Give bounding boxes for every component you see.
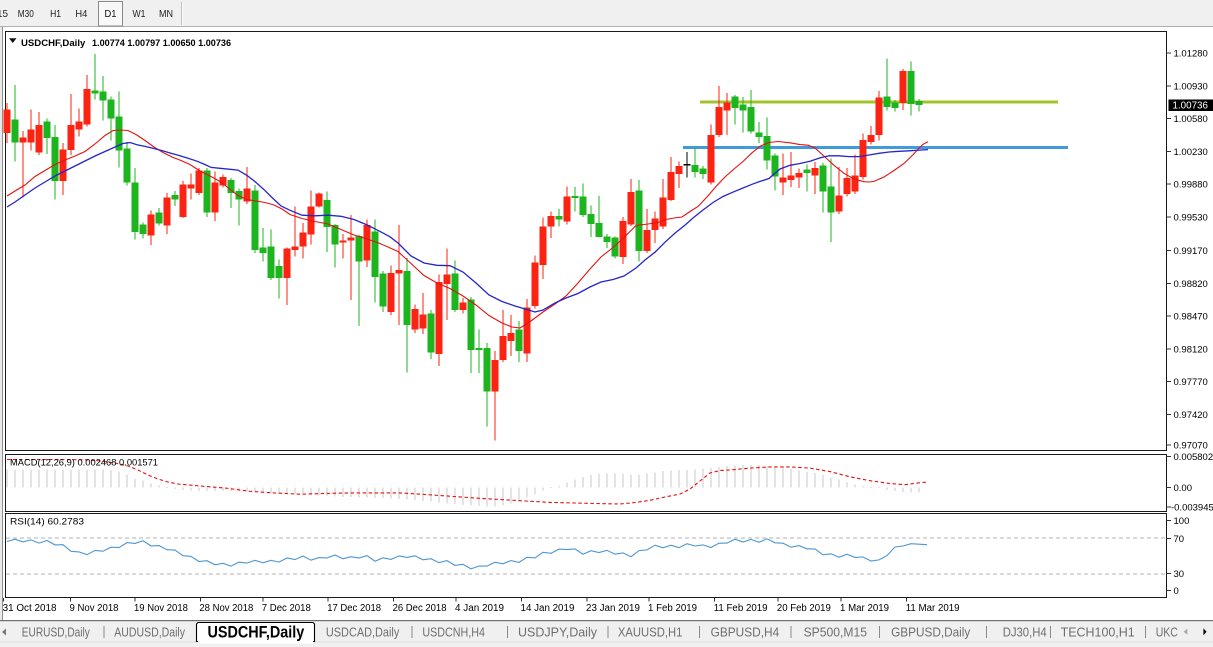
svg-text:USDCHF,Daily: USDCHF,Daily	[21, 38, 86, 49]
svg-text:AUDUSD,Daily: AUDUSD,Daily	[114, 625, 185, 640]
svg-text:0.00: 0.00	[1174, 483, 1193, 494]
svg-text:17 Dec 2018: 17 Dec 2018	[327, 603, 381, 614]
svg-text:XAUUSD,H1: XAUUSD,H1	[618, 625, 683, 640]
svg-text:11 Mar 2019: 11 Mar 2019	[906, 603, 960, 614]
svg-text:SP500,M15: SP500,M15	[804, 625, 867, 640]
svg-text:MN: MN	[159, 8, 173, 20]
svg-text:TECH100,H1: TECH100,H1	[1061, 625, 1135, 640]
svg-text:1 Feb 2019: 1 Feb 2019	[648, 603, 697, 614]
svg-text:MACD(12,26,9) 0.002468 0.00157: MACD(12,26,9) 0.002468 0.001571	[10, 458, 158, 469]
svg-text:1.00774 1.00797 1.00650 1.0073: 1.00774 1.00797 1.00650 1.00736	[92, 38, 231, 49]
svg-text:0.97070: 0.97070	[1174, 441, 1208, 452]
svg-text:1.00736: 1.00736	[1173, 101, 1209, 112]
svg-text:1 Mar 2019: 1 Mar 2019	[840, 603, 889, 614]
svg-text:11 Feb 2019: 11 Feb 2019	[714, 603, 768, 614]
svg-text:0.98820: 0.98820	[1174, 279, 1208, 290]
svg-text:H4: H4	[75, 8, 87, 20]
svg-text:4 Jan 2019: 4 Jan 2019	[455, 603, 504, 614]
svg-text:9 Nov 2018: 9 Nov 2018	[70, 603, 120, 614]
svg-text:USDJPY,Daily: USDJPY,Daily	[518, 625, 597, 640]
svg-text:1.00230: 1.00230	[1174, 147, 1208, 158]
svg-text:14 Jan 2019: 14 Jan 2019	[521, 603, 575, 614]
svg-text:EURUSD,Daily: EURUSD,Daily	[22, 625, 90, 640]
svg-text:0.99880: 0.99880	[1174, 180, 1208, 191]
svg-text:0.97420: 0.97420	[1174, 410, 1208, 421]
svg-text:M30: M30	[18, 8, 34, 20]
svg-text:15: 15	[0, 8, 8, 20]
svg-text:23 Jan 2019: 23 Jan 2019	[586, 603, 640, 614]
svg-text:0.98470: 0.98470	[1174, 312, 1208, 323]
svg-text:0.97770: 0.97770	[1174, 377, 1208, 388]
svg-text:GBPUSD,H4: GBPUSD,H4	[711, 625, 780, 640]
svg-text:0.98120: 0.98120	[1174, 344, 1208, 355]
svg-text:19 Nov 2018: 19 Nov 2018	[134, 603, 188, 614]
svg-text:7 Dec 2018: 7 Dec 2018	[262, 603, 312, 614]
svg-text:20 Feb 2019: 20 Feb 2019	[777, 603, 831, 614]
svg-text:UKC: UKC	[1156, 625, 1178, 640]
svg-text:D1: D1	[105, 8, 117, 20]
svg-text:0: 0	[1174, 586, 1179, 597]
svg-text:USDCHF,Daily: USDCHF,Daily	[208, 624, 306, 642]
svg-text:0.99530: 0.99530	[1174, 213, 1208, 224]
svg-text:GBPUSD,Daily: GBPUSD,Daily	[891, 625, 971, 640]
svg-text:-0.003945: -0.003945	[1171, 503, 1213, 514]
svg-text:100: 100	[1174, 516, 1190, 527]
svg-text:28 Nov 2018: 28 Nov 2018	[199, 603, 253, 614]
svg-text:0.005802: 0.005802	[1174, 452, 1213, 463]
svg-text:USDCAD,Daily: USDCAD,Daily	[326, 625, 400, 640]
svg-text:RSI(14) 60.2783: RSI(14) 60.2783	[10, 517, 84, 528]
svg-text:DJ30,H4: DJ30,H4	[1003, 625, 1047, 640]
svg-text:26 Dec 2018: 26 Dec 2018	[393, 603, 447, 614]
svg-text:1.00930: 1.00930	[1174, 82, 1208, 93]
svg-text:30: 30	[1174, 569, 1185, 580]
svg-text:70: 70	[1174, 534, 1185, 545]
svg-text:USDCNH,H4: USDCNH,H4	[422, 625, 485, 640]
svg-text:1.00580: 1.00580	[1174, 114, 1208, 125]
svg-text:H1: H1	[50, 8, 61, 20]
svg-text:W1: W1	[133, 8, 146, 20]
svg-text:1.01280: 1.01280	[1174, 49, 1208, 60]
svg-text:0.99170: 0.99170	[1174, 246, 1208, 257]
svg-text:31 Oct 2018: 31 Oct 2018	[3, 603, 57, 614]
